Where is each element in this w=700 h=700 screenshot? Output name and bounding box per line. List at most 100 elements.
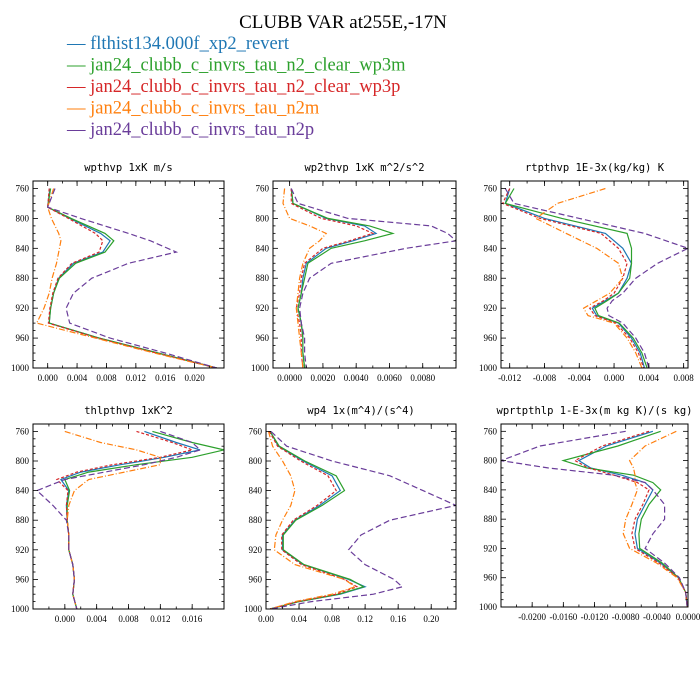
- y-tick-label: 760: [16, 183, 30, 193]
- series-line-3: [573, 430, 688, 607]
- y-tick-label: 760: [16, 426, 30, 436]
- panel-title: wprtpthlp 1-E-3x(m kg K)/(s kg): [497, 405, 693, 417]
- y-tick-label: 960: [16, 574, 30, 584]
- y-tick-label: 840: [484, 243, 498, 253]
- y-tick-label: 960: [484, 573, 498, 583]
- x-tick-label: 0.0060: [377, 373, 402, 383]
- y-tick-label: 840: [16, 486, 30, 496]
- series-line-5: [501, 430, 688, 607]
- y-tick-label: 880: [16, 273, 30, 283]
- figure-title: CLUBB VAR at255E,-17N: [239, 12, 447, 33]
- panels: wpthvp 1xK m/s76080084088092096010000.00…: [11, 162, 700, 624]
- x-tick-label: 0.20: [423, 614, 439, 624]
- series-line-4: [282, 188, 328, 368]
- y-tick-label: 800: [484, 213, 498, 223]
- x-tick-label: -0.0040: [643, 612, 671, 622]
- plot-frame: [500, 423, 689, 608]
- series-line-1: [504, 188, 646, 368]
- series-line-5: [290, 188, 456, 368]
- plot-frame: [32, 180, 225, 369]
- legend-entry-2: — jan24_clubb_c_invrs_tau_n2_clear_wp3m: [66, 56, 406, 76]
- y-tick-label: 880: [484, 514, 498, 524]
- x-tick-label: 0.004: [87, 614, 108, 624]
- x-tick-label: 0.0040: [344, 373, 369, 383]
- panel-5: wp4 1x(m^4)/(s^4)76080084088092096010000…: [244, 405, 457, 624]
- series-line-5: [504, 188, 688, 368]
- y-tick-label: 800: [249, 456, 263, 466]
- y-tick-label: 920: [484, 303, 498, 313]
- series-line-3: [290, 188, 375, 368]
- series-line-4: [267, 431, 357, 609]
- x-tick-label: -0.004: [568, 373, 592, 383]
- x-tick-label: 0.008: [674, 373, 695, 383]
- y-tick-label: 1000: [11, 363, 30, 373]
- x-tick-label: -0.012: [498, 373, 521, 383]
- series-line-3: [501, 188, 645, 368]
- x-tick-label: 0.000: [55, 614, 76, 624]
- series-line-2: [269, 431, 366, 609]
- panel-3: rtpthvp 1E-3x(kg/kg) K 760 800 840 880 920 960…: [479, 162, 694, 383]
- x-tick-label: 0.08: [324, 614, 340, 624]
- x-tick-label: -0.008: [533, 373, 557, 383]
- series-line-3: [47, 188, 217, 368]
- series-line-1: [59, 430, 201, 609]
- y-tick-label: 760: [484, 183, 498, 193]
- y-tick-label: 1000: [244, 604, 263, 614]
- y-tick-label: 1000: [479, 602, 498, 612]
- x-tick-label: 0.0000: [676, 612, 700, 622]
- x-tick-label: 0.04: [291, 614, 307, 624]
- series-line-4: [622, 430, 688, 607]
- x-tick-label: 0.016: [155, 373, 176, 383]
- x-tick-label: 0.004: [639, 373, 660, 383]
- y-tick-label: 920: [249, 545, 263, 555]
- series-line-4: [64, 430, 161, 609]
- legend-entry-5: — jan24_clubb_c_invrs_tau_n2p: [66, 120, 314, 140]
- y-tick-label: 800: [484, 456, 498, 466]
- x-tick-label: 0.0020: [311, 373, 336, 383]
- series-line-1: [577, 430, 688, 607]
- x-tick-label: 0.000: [38, 373, 59, 383]
- y-tick-label: 840: [484, 485, 498, 495]
- legend-entry-3: — jan24_clubb_c_invrs_tau_n2_clear_wp3p: [66, 77, 400, 97]
- panel-1: wpthvp 1xK m/s 760 800 840 880 920 960 1000 0.00…: [11, 162, 225, 383]
- legend: — flthist134.000f_xp2_revert— jan24_club…: [66, 34, 406, 140]
- y-tick-label: 880: [16, 515, 30, 525]
- series-line-2: [504, 188, 648, 368]
- series-line-4: [35, 188, 217, 368]
- y-tick-label: 760: [484, 426, 498, 436]
- y-tick-label: 960: [16, 333, 30, 343]
- y-tick-label: 800: [16, 213, 30, 223]
- y-tick-label: 880: [484, 273, 498, 283]
- y-tick-label: 800: [256, 213, 270, 223]
- series-line-5: [35, 430, 202, 609]
- series-line-5: [269, 430, 456, 609]
- x-tick-label: 0.0000: [277, 373, 302, 383]
- plot-frame: [272, 180, 457, 369]
- y-tick-label: 840: [16, 243, 30, 253]
- plot-frame: [500, 180, 689, 369]
- y-tick-label: 960: [249, 574, 263, 584]
- y-tick-label: 800: [16, 456, 30, 466]
- x-tick-label: -0.0160: [549, 612, 577, 622]
- x-tick-label: 0.16: [390, 614, 406, 624]
- series-line-2: [63, 430, 224, 609]
- x-tick-label: 0.012: [150, 614, 170, 624]
- x-tick-label: -0.0120: [581, 612, 609, 622]
- y-tick-label: 760: [249, 426, 263, 436]
- y-tick-label: 880: [256, 273, 270, 283]
- series-line-5: [46, 188, 217, 368]
- panel-title: thlpthvp 1xK^2: [84, 405, 173, 417]
- panel-2: wp2thvp 1xK m^2/s^2 760 800 840 880 920 960 100…: [251, 162, 457, 383]
- legend-entry-4: — jan24_clubb_c_invrs_tau_n2m: [66, 99, 320, 119]
- y-tick-label: 960: [256, 333, 270, 343]
- x-tick-label: 0.020: [184, 373, 205, 383]
- x-tick-label: 0.000: [604, 373, 625, 383]
- panel-title: rtpthvp 1E-3x(kg/kg) K: [525, 162, 665, 174]
- y-tick-label: 880: [249, 515, 263, 525]
- y-tick-label: 1000: [11, 604, 30, 614]
- y-tick-label: 840: [249, 486, 263, 496]
- x-tick-label: 0.012: [126, 373, 146, 383]
- x-tick-label: 0.016: [182, 614, 203, 624]
- series-line-4: [534, 187, 643, 368]
